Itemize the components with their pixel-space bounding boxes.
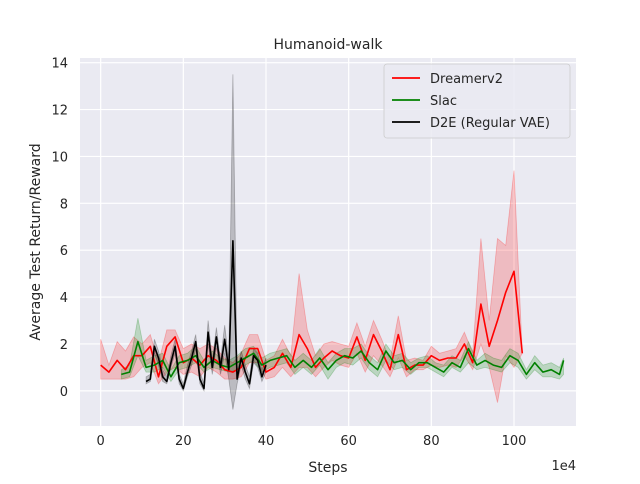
- x-scale-label: 1e4: [551, 459, 576, 474]
- legend-label-slac: Slac: [430, 94, 457, 109]
- x-tick-label: 100: [502, 434, 527, 449]
- x-tick-label: 0: [97, 434, 105, 449]
- y-tick-label: 8: [60, 197, 68, 212]
- legend-label-d2e-regular-vae: D2E (Regular VAE): [430, 116, 550, 131]
- x-tick-label: 40: [258, 434, 275, 449]
- x-axis-label: Steps: [308, 460, 347, 476]
- tick-labels: 0 20 40 60 80 100 0 2 4 6 8 10 12 14: [51, 57, 526, 449]
- x-tick-label: 60: [340, 434, 357, 449]
- grid-layer: [80, 58, 576, 426]
- legend: Dreamerv2 Slac D2E (Regular VAE): [383, 63, 571, 139]
- line-dreamerv2: [100, 270, 524, 378]
- y-tick-label: 12: [51, 104, 68, 119]
- y-tick-label: 0: [60, 385, 68, 400]
- x-tick-label: 80: [423, 434, 440, 449]
- x-tick-label: 20: [175, 434, 192, 449]
- y-axis-label: Average Test Return/Reward: [28, 143, 44, 340]
- y-tick-label: 10: [51, 150, 68, 165]
- series-lines: [100, 240, 565, 390]
- chart-title: Humanoid-walk: [274, 37, 384, 53]
- y-tick-label: 4: [60, 291, 68, 306]
- line-slac: [121, 340, 565, 378]
- legend-box: [383, 63, 571, 139]
- legend-label-dreamerv2: Dreamerv2: [430, 72, 503, 87]
- y-tick-label: 14: [51, 57, 68, 72]
- y-tick-label: 2: [60, 338, 68, 353]
- y-tick-label: 6: [60, 244, 68, 259]
- line-d2e-regular-vae: [145, 240, 267, 390]
